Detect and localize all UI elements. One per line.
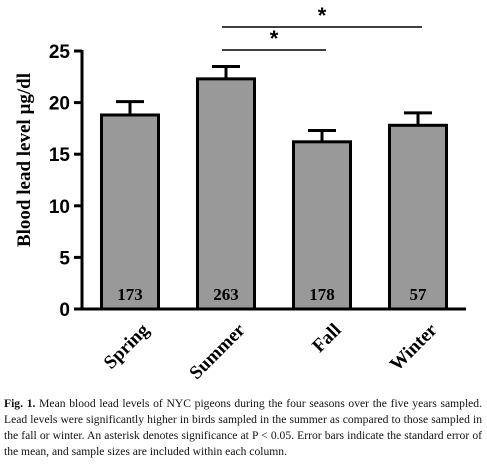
y-tick-label: 15 — [49, 145, 71, 166]
category-label: Fall — [308, 320, 345, 357]
category-label: Spring — [100, 319, 154, 373]
category-labels: Spring Summer Fall Winter — [100, 319, 442, 384]
y-ticks: 0 5 10 15 20 25 — [49, 42, 82, 321]
y-tick-label: 25 — [49, 42, 71, 63]
significance-asterisk: * — [318, 3, 327, 28]
y-tick-label: 0 — [59, 300, 70, 321]
caption-label: Fig. 1. — [4, 397, 36, 410]
bars: 173 263 178 57 — [100, 64, 448, 311]
sample-size-label: 173 — [117, 285, 143, 304]
category-label: Winter — [386, 319, 442, 375]
bar-chart: Blood lead level µg/dl 0 5 10 15 20 25 173 263… — [14, 3, 466, 384]
bar-winter — [388, 123, 448, 311]
bar-fall — [292, 140, 352, 311]
figure-caption: Fig. 1. Mean blood lead levels of NYC pi… — [4, 396, 482, 460]
y-tick-label: 20 — [49, 94, 70, 115]
significance-asterisk: * — [270, 26, 279, 51]
caption-text: Mean blood lead levels of NYC pigeons du… — [4, 397, 483, 458]
significance-markers: ** — [222, 3, 422, 51]
y-axis-label: Blood lead level µg/dl — [14, 73, 35, 247]
category-label: Summer — [185, 319, 250, 384]
sample-size-label: 57 — [410, 285, 428, 304]
bar-summer — [196, 77, 256, 311]
y-tick-label: 5 — [59, 248, 70, 269]
bar-spring — [100, 113, 160, 311]
sample-size-label: 178 — [309, 285, 335, 304]
sample-size-label: 263 — [213, 285, 239, 304]
y-tick-label: 10 — [49, 197, 70, 218]
